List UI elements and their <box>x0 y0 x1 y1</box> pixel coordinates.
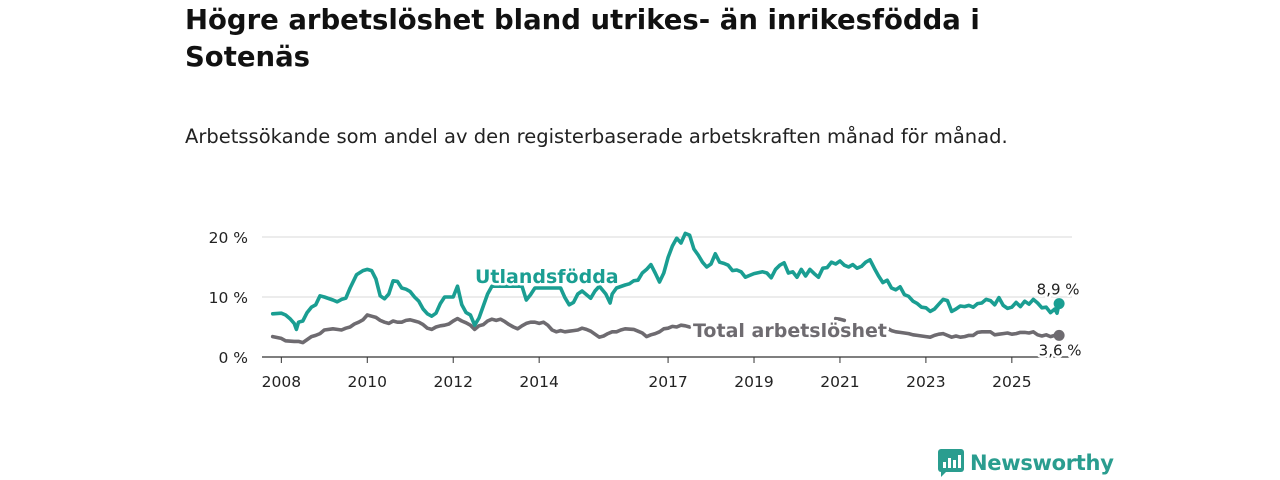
series-labels: Utlandsfödda Total arbetslöshet 8,9 % 3,6 % <box>473 264 1085 362</box>
x-tick-label: 2010 <box>348 373 387 391</box>
series-line-total-2 <box>885 326 1061 339</box>
y-tick-label: 20 % <box>209 229 248 247</box>
x-tick-label: 2017 <box>648 373 687 391</box>
x-tick-label: 2008 <box>262 373 301 391</box>
end-value-utlandsfodda: 8,9 % <box>1037 281 1080 299</box>
series-label-utlandsfodda: Utlandsfödda <box>475 266 619 288</box>
chart-subtitle: Arbetssökande som andel av den registerb… <box>185 125 1008 148</box>
series-line-total-0 <box>270 313 692 345</box>
brand-name: Newsworthy <box>970 451 1114 475</box>
x-tick-label: 2025 <box>992 373 1031 391</box>
x-axis-ticks: 2008 2010 2012 2014 2017 2019 2021 2023 2025 <box>262 357 1032 391</box>
end-value-total: 3,6 % <box>1039 341 1082 359</box>
x-tick-label: 2019 <box>734 373 773 391</box>
end-marker-utlandsfodda <box>1053 298 1065 310</box>
series-label-total: Total arbetslöshet <box>693 320 887 342</box>
gridlines <box>262 236 1072 358</box>
x-tick-label: 2023 <box>906 373 945 391</box>
x-tick-label: 2021 <box>820 373 859 391</box>
y-tick-label: 0 % <box>218 349 248 367</box>
series-line-total-1 <box>833 316 847 323</box>
newsworthy-logo-icon <box>938 449 964 477</box>
chart-title: Högre arbetslöshet bland utrikes- än inr… <box>185 4 980 73</box>
series-line-utlandsfodda <box>270 231 1061 332</box>
y-axis-ticks: 0 % 10 % 20 % <box>209 229 248 367</box>
series-lines <box>270 231 1065 345</box>
newsworthy-brand[interactable]: Newsworthy <box>938 449 1114 477</box>
end-marker-total <box>1053 329 1065 341</box>
y-tick-label: 10 % <box>209 289 248 307</box>
x-tick-label: 2012 <box>433 373 472 391</box>
x-tick-label: 2014 <box>519 373 558 391</box>
